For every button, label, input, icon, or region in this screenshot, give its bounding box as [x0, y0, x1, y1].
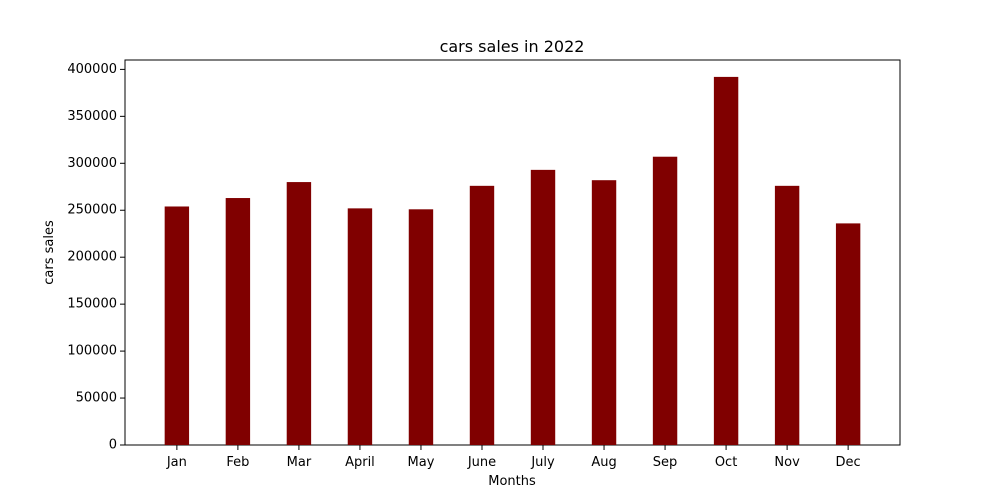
y-tick-label: 350000 [67, 109, 117, 124]
x-axis: Jan Feb Mar April May June July Aug Sep Oct Nov Dec [166, 445, 861, 470]
x-tick-label: July [530, 455, 555, 470]
bar-sep [652, 156, 678, 445]
bars [164, 76, 861, 446]
bar-july [530, 169, 556, 446]
x-tick-label: Dec [836, 455, 861, 470]
y-tick-label: 50000 [76, 391, 117, 406]
y-axis: 0 50000 100000 150000 200000 250000 300000 3500… [67, 62, 125, 453]
y-tick-label: 250000 [67, 203, 117, 218]
x-tick-label: Nov [774, 455, 800, 470]
x-tick-label: June [467, 455, 496, 470]
x-tick-label: Sep [653, 455, 678, 470]
y-tick-label: 150000 [67, 297, 117, 312]
plot-frame [124, 59, 901, 446]
bar-aug [591, 180, 617, 445]
x-tick-label: Oct [715, 455, 737, 470]
bar-oct [713, 76, 739, 445]
x-tick-label: April [345, 455, 375, 470]
y-tick-label: 300000 [67, 156, 117, 171]
bar-mar [286, 182, 312, 445]
bar-april [347, 208, 373, 445]
x-tick-label: Jan [166, 455, 187, 470]
x-tick-label: Aug [591, 455, 616, 470]
x-tick-label: May [408, 455, 435, 470]
y-tick-label: 0 [109, 438, 117, 453]
chart-title: cars sales in 2022 [440, 37, 585, 56]
x-axis-label: Months [488, 474, 536, 489]
bar-june [469, 185, 495, 445]
x-tick-label: Feb [226, 455, 249, 470]
bar-dec [835, 223, 861, 445]
x-tick-label: Mar [287, 455, 312, 470]
y-tick-label: 400000 [67, 62, 117, 77]
bar-jan [164, 206, 190, 445]
y-tick-label: 200000 [67, 250, 117, 265]
y-axis-label: cars sales [42, 220, 57, 285]
y-tick-label: 100000 [67, 344, 117, 359]
bar-nov [774, 185, 800, 445]
bar-may [408, 209, 434, 445]
bar-feb [225, 198, 251, 445]
